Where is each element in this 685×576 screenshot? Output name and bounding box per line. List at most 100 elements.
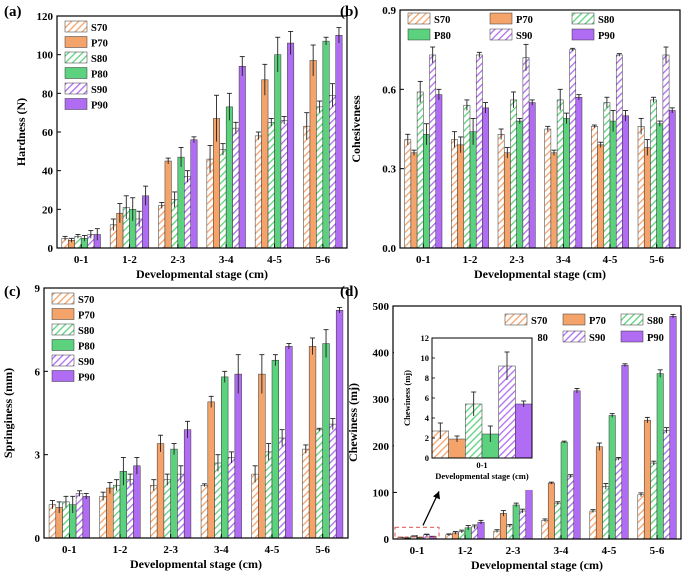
y-tick-label: 9 <box>35 283 41 295</box>
bar-P70-0-1 <box>410 152 418 249</box>
legend-swatch-P70 <box>51 308 75 320</box>
panel-c: 0 3 6 9 0-1 1-2 2-3 3-4 4-5 5-6 Developmental stag… <box>1 283 349 571</box>
legend-swatch-P70 <box>64 36 88 48</box>
bar-S70-5-6 <box>302 448 310 539</box>
x-tick-label: 4-5 <box>602 545 617 557</box>
bar-S80-5-6 <box>650 462 658 540</box>
y-axis-title: Springiness (mm) <box>1 368 15 458</box>
legend-label-P90: P90 <box>91 101 108 112</box>
bar-P70-4-5 <box>261 79 269 249</box>
bar-S70-4-5 <box>251 473 259 539</box>
inset-x-tick-label: 0-1 <box>476 460 487 470</box>
y-tick-label: 100 <box>373 487 390 499</box>
x-tick-label: 2-3 <box>509 254 524 266</box>
x-tick-label: 5-6 <box>315 544 330 556</box>
bar-P80-5-6 <box>656 373 664 540</box>
bar-P80-4-5 <box>608 415 616 540</box>
legend-swatch-P80 <box>407 28 431 41</box>
legend-swatch-P70 <box>562 313 586 326</box>
legend-swatch-S90 <box>489 28 513 41</box>
x-tick-label: 2-3 <box>170 254 185 266</box>
bar-P90-2-3 <box>525 482 533 540</box>
bar-S90-4-5 <box>280 120 288 249</box>
bar-S90-1-2 <box>475 54 483 249</box>
inset-y-tick-label: 6 <box>425 393 429 403</box>
bar-S70-3-4 <box>541 520 549 540</box>
bar-P90-3-4 <box>575 97 583 249</box>
bar-P90-4-5 <box>622 115 629 249</box>
bar-S90-5-6 <box>329 423 337 539</box>
bar-P70-5-6 <box>309 60 317 249</box>
panel-label: (d) <box>340 284 358 300</box>
panel-label: (b) <box>340 4 358 20</box>
legend-label-S90: S90 <box>91 85 107 96</box>
x-tick-label: 0-1 <box>410 545 425 557</box>
legend-swatch-S70 <box>51 292 75 305</box>
legend-label-P70: P70 <box>516 15 533 26</box>
legend-swatch-P80 <box>64 67 88 79</box>
legend-swatch-S80 <box>64 51 88 64</box>
panel-label: (c) <box>4 284 21 300</box>
y-axis-title: Chewiness (mj) <box>346 383 360 462</box>
legend-label-P90: P90 <box>647 333 664 344</box>
inset-y-tick-label: 2 <box>425 433 429 443</box>
inset-y-axis-title: Chewiness (mj) <box>402 370 412 426</box>
bar-P70-2-3 <box>164 160 172 249</box>
legend-label-P70: P70 <box>78 311 95 322</box>
x-tick-label: 1-2 <box>122 254 137 266</box>
legend: S70 P70 S80 P80 S90 P90 <box>64 20 108 112</box>
bar-P90-3-4 <box>573 390 581 540</box>
y-tick-label: 0.0 <box>382 243 396 255</box>
legend-label-P70: P70 <box>91 39 108 50</box>
bar-S80-1-2 <box>112 484 121 539</box>
bar-S90-2-3 <box>519 510 527 540</box>
inset-y-tick-label: 10 <box>421 353 430 363</box>
bar-S90-4-5 <box>615 458 623 540</box>
y-tick-label: 0.6 <box>382 84 396 96</box>
inset-y-tick-label: 12 <box>421 333 430 343</box>
legend-label-S80: S80 <box>598 15 614 26</box>
bar-S80-2-3 <box>506 525 514 540</box>
inset-y-tick-label: 4 <box>425 413 430 423</box>
bar-S70-5-6 <box>637 494 645 540</box>
bar-S70-0-1 <box>48 504 57 539</box>
bar-P80-2-3 <box>516 120 524 249</box>
y-tick-label: 60 <box>42 127 54 139</box>
x-tick-label: 1-2 <box>113 544 128 556</box>
y-tick-label: 6 <box>35 366 41 378</box>
bar-S70-3-4 <box>200 484 209 539</box>
bar-P90-5-6 <box>335 35 343 249</box>
legend-swatch-P90 <box>51 370 75 382</box>
bar-P70-3-4 <box>550 152 558 249</box>
x-tick-label: 1-2 <box>458 545 473 557</box>
y-tick-label: 300 <box>373 394 390 406</box>
bar-P90-2-3 <box>190 139 198 249</box>
inset-y-tick-label: 0 <box>425 453 429 463</box>
bar-S80-5-6 <box>315 429 323 539</box>
bar-S70-1-2 <box>99 496 107 539</box>
bar-P70-2-3 <box>499 513 507 540</box>
x-tick-label: 3-4 <box>219 254 234 266</box>
legend-swatch-S90 <box>51 354 75 367</box>
legend-swatch-S70 <box>407 12 431 25</box>
legend-label-S70: S70 <box>78 295 94 306</box>
legend-label-S70: S70 <box>531 316 547 327</box>
bar-P90-5-6 <box>669 316 677 540</box>
bar-S90-2-3 <box>177 473 185 539</box>
bar-S80-4-5 <box>264 451 273 539</box>
bar-P80-2-3 <box>512 504 520 540</box>
bar-S90-2-3 <box>522 57 530 249</box>
bar-S70-2-3 <box>158 205 166 249</box>
bar-P80-1-2 <box>469 131 477 249</box>
plot-frame <box>392 305 682 540</box>
legend-label-P80: P80 <box>531 333 548 344</box>
x-tick-label: 2-3 <box>163 544 178 556</box>
bar-S70-4-5 <box>589 510 597 540</box>
y-tick-label: 0 <box>35 533 41 545</box>
bar-P90-4-5 <box>285 346 293 539</box>
bar-P70-4-5 <box>595 446 603 540</box>
bar-P70-1-2 <box>106 487 114 539</box>
bar-S70-5-6 <box>303 125 311 249</box>
